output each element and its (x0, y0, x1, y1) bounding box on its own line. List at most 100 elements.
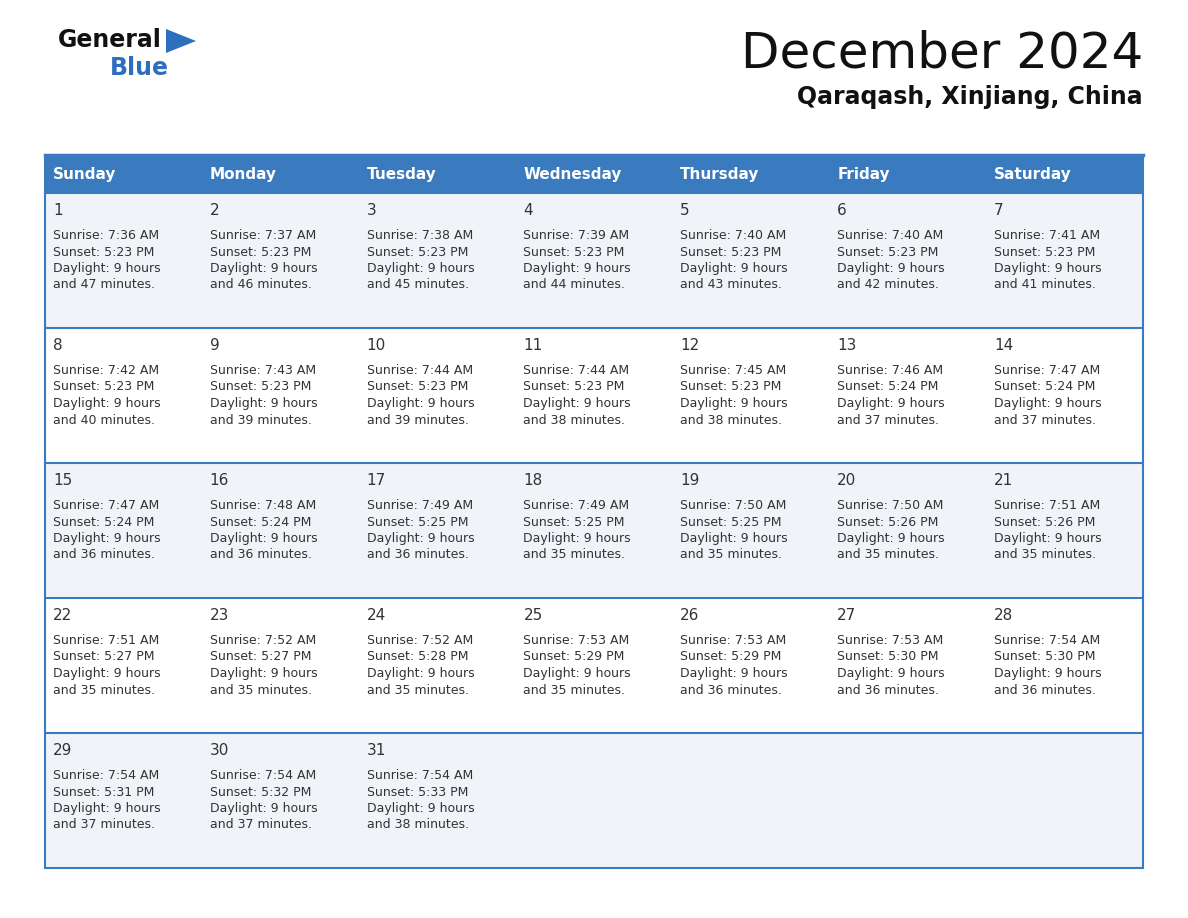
Text: 1: 1 (52, 203, 63, 218)
Text: Sunrise: 7:52 AM: Sunrise: 7:52 AM (367, 634, 473, 647)
Text: Sunset: 5:24 PM: Sunset: 5:24 PM (838, 380, 939, 394)
Text: Daylight: 9 hours: Daylight: 9 hours (838, 667, 944, 680)
Text: Sunset: 5:31 PM: Sunset: 5:31 PM (52, 786, 154, 799)
Text: 6: 6 (838, 203, 847, 218)
Text: Sunset: 5:23 PM: Sunset: 5:23 PM (210, 380, 311, 394)
Text: Friday: Friday (838, 166, 890, 182)
Text: Daylight: 9 hours: Daylight: 9 hours (524, 667, 631, 680)
Text: Daylight: 9 hours: Daylight: 9 hours (367, 667, 474, 680)
Text: Sunset: 5:25 PM: Sunset: 5:25 PM (681, 516, 782, 529)
Text: Sunset: 5:23 PM: Sunset: 5:23 PM (681, 380, 782, 394)
Text: Sunset: 5:27 PM: Sunset: 5:27 PM (210, 651, 311, 664)
Text: 16: 16 (210, 473, 229, 488)
Text: Sunrise: 7:43 AM: Sunrise: 7:43 AM (210, 364, 316, 377)
Text: Wednesday: Wednesday (524, 166, 621, 182)
Text: Daylight: 9 hours: Daylight: 9 hours (52, 397, 160, 410)
Text: Sunrise: 7:53 AM: Sunrise: 7:53 AM (838, 634, 943, 647)
Text: Daylight: 9 hours: Daylight: 9 hours (524, 262, 631, 275)
Text: Sunset: 5:25 PM: Sunset: 5:25 PM (524, 516, 625, 529)
Text: 23: 23 (210, 608, 229, 623)
Bar (359, 155, 516, 193)
Text: 24: 24 (367, 608, 386, 623)
Text: Sunrise: 7:54 AM: Sunrise: 7:54 AM (210, 769, 316, 782)
Text: and 37 minutes.: and 37 minutes. (210, 819, 311, 832)
Text: Daylight: 9 hours: Daylight: 9 hours (210, 532, 317, 545)
Text: Daylight: 9 hours: Daylight: 9 hours (524, 532, 631, 545)
Text: and 44 minutes.: and 44 minutes. (524, 278, 625, 292)
Text: Sunrise: 7:54 AM: Sunrise: 7:54 AM (994, 634, 1100, 647)
Bar (45, 155, 202, 193)
Text: Sunset: 5:24 PM: Sunset: 5:24 PM (52, 516, 154, 529)
Text: Sunrise: 7:50 AM: Sunrise: 7:50 AM (838, 499, 943, 512)
Text: Sunrise: 7:42 AM: Sunrise: 7:42 AM (52, 364, 159, 377)
Text: Daylight: 9 hours: Daylight: 9 hours (52, 262, 160, 275)
Text: Tuesday: Tuesday (367, 166, 436, 182)
Text: Sunrise: 7:45 AM: Sunrise: 7:45 AM (681, 364, 786, 377)
Text: 22: 22 (52, 608, 72, 623)
Text: Daylight: 9 hours: Daylight: 9 hours (838, 262, 944, 275)
Text: Daylight: 9 hours: Daylight: 9 hours (210, 667, 317, 680)
Text: Sunrise: 7:53 AM: Sunrise: 7:53 AM (524, 634, 630, 647)
Text: Sunrise: 7:52 AM: Sunrise: 7:52 AM (210, 634, 316, 647)
Text: Sunrise: 7:40 AM: Sunrise: 7:40 AM (681, 229, 786, 242)
Text: Sunrise: 7:40 AM: Sunrise: 7:40 AM (838, 229, 943, 242)
Text: Daylight: 9 hours: Daylight: 9 hours (681, 397, 788, 410)
Text: Sunset: 5:30 PM: Sunset: 5:30 PM (838, 651, 939, 664)
Bar (672, 155, 829, 193)
Text: 15: 15 (52, 473, 72, 488)
Text: Daylight: 9 hours: Daylight: 9 hours (994, 667, 1101, 680)
Text: and 35 minutes.: and 35 minutes. (994, 548, 1097, 562)
Text: 29: 29 (52, 743, 72, 758)
Text: Sunset: 5:23 PM: Sunset: 5:23 PM (681, 245, 782, 259)
Text: 17: 17 (367, 473, 386, 488)
Bar (45, 598, 1143, 733)
Text: Daylight: 9 hours: Daylight: 9 hours (994, 262, 1101, 275)
Text: and 36 minutes.: and 36 minutes. (210, 548, 311, 562)
Text: Sunset: 5:23 PM: Sunset: 5:23 PM (524, 380, 625, 394)
Text: and 46 minutes.: and 46 minutes. (210, 278, 311, 292)
Text: and 41 minutes.: and 41 minutes. (994, 278, 1095, 292)
Text: 20: 20 (838, 473, 857, 488)
Polygon shape (166, 29, 196, 53)
Text: Sunset: 5:23 PM: Sunset: 5:23 PM (524, 245, 625, 259)
Text: Sunset: 5:26 PM: Sunset: 5:26 PM (838, 516, 939, 529)
Text: Sunset: 5:23 PM: Sunset: 5:23 PM (52, 380, 154, 394)
Text: Sunset: 5:24 PM: Sunset: 5:24 PM (994, 380, 1095, 394)
Text: and 37 minutes.: and 37 minutes. (52, 819, 154, 832)
Text: Sunrise: 7:38 AM: Sunrise: 7:38 AM (367, 229, 473, 242)
Text: and 38 minutes.: and 38 minutes. (524, 413, 625, 427)
Text: Sunset: 5:28 PM: Sunset: 5:28 PM (367, 651, 468, 664)
Text: Sunrise: 7:36 AM: Sunrise: 7:36 AM (52, 229, 159, 242)
Text: 26: 26 (681, 608, 700, 623)
Text: Sunset: 5:29 PM: Sunset: 5:29 PM (524, 651, 625, 664)
Text: and 38 minutes.: and 38 minutes. (367, 819, 468, 832)
Text: Sunrise: 7:44 AM: Sunrise: 7:44 AM (367, 364, 473, 377)
Text: 19: 19 (681, 473, 700, 488)
Bar (45, 328, 1143, 463)
Text: and 38 minutes.: and 38 minutes. (681, 413, 782, 427)
Text: and 35 minutes.: and 35 minutes. (838, 548, 940, 562)
Text: 18: 18 (524, 473, 543, 488)
Text: Sunrise: 7:39 AM: Sunrise: 7:39 AM (524, 229, 630, 242)
Text: 13: 13 (838, 338, 857, 353)
Bar (516, 155, 672, 193)
Text: 10: 10 (367, 338, 386, 353)
Text: and 36 minutes.: and 36 minutes. (838, 684, 939, 697)
Text: Sunrise: 7:47 AM: Sunrise: 7:47 AM (994, 364, 1100, 377)
Text: and 36 minutes.: and 36 minutes. (994, 684, 1095, 697)
Text: Sunset: 5:30 PM: Sunset: 5:30 PM (994, 651, 1095, 664)
Text: Sunset: 5:26 PM: Sunset: 5:26 PM (994, 516, 1095, 529)
Text: Sunrise: 7:41 AM: Sunrise: 7:41 AM (994, 229, 1100, 242)
Text: Sunrise: 7:49 AM: Sunrise: 7:49 AM (367, 499, 473, 512)
Text: Sunrise: 7:53 AM: Sunrise: 7:53 AM (681, 634, 786, 647)
Text: 31: 31 (367, 743, 386, 758)
Text: Sunrise: 7:46 AM: Sunrise: 7:46 AM (838, 364, 943, 377)
Text: Daylight: 9 hours: Daylight: 9 hours (681, 262, 788, 275)
Text: Daylight: 9 hours: Daylight: 9 hours (367, 397, 474, 410)
Text: 2: 2 (210, 203, 220, 218)
Text: Daylight: 9 hours: Daylight: 9 hours (210, 262, 317, 275)
Text: and 39 minutes.: and 39 minutes. (367, 413, 468, 427)
Text: and 35 minutes.: and 35 minutes. (524, 684, 625, 697)
Text: Sunset: 5:23 PM: Sunset: 5:23 PM (367, 380, 468, 394)
Text: 25: 25 (524, 608, 543, 623)
